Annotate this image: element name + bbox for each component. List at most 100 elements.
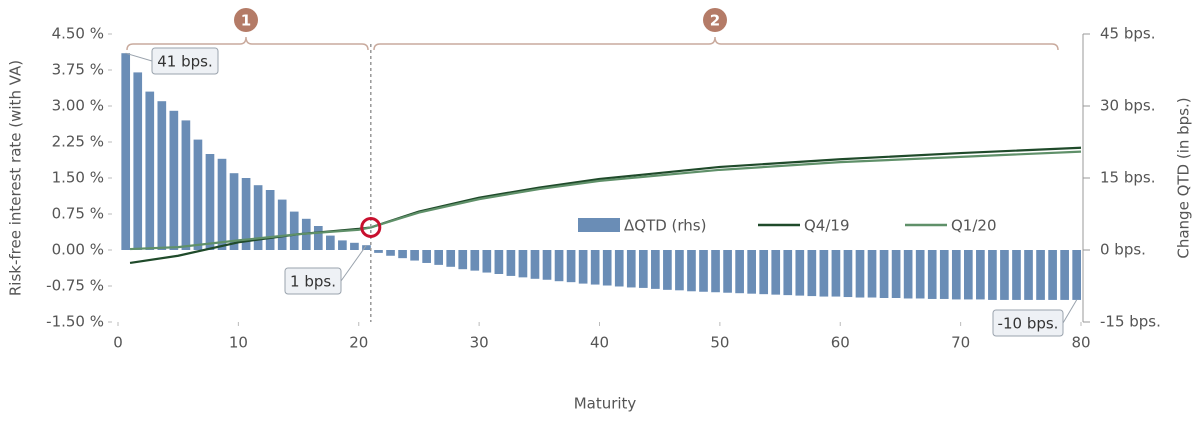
y-tick-label: 1.50 % [52,169,104,187]
x-tick-label: 20 [349,334,368,352]
bar [1036,250,1045,300]
bar [903,250,913,299]
bar [470,250,480,271]
legend-label: Q4/19 [804,217,850,235]
y-tick-label: 0.75 % [52,205,104,223]
bar [699,250,708,292]
bar [181,120,191,251]
line [129,150,1082,251]
bar [771,250,781,295]
region-badge [703,8,727,32]
bar [446,250,456,267]
callout-label: 41 bps. [157,53,212,71]
bar [157,101,167,250]
bar [434,250,444,265]
bar [121,53,131,251]
bar [783,250,793,296]
x-tick-label: 30 [470,334,489,352]
bar [1012,250,1021,300]
bar [265,190,275,250]
bar [1060,250,1069,300]
bar [518,250,528,278]
bar [602,250,612,286]
y2-axis-title: Change QTD (in bps.) [1175,97,1193,258]
callout-leader [125,52,153,62]
callout-box [284,267,342,295]
x-tick-label: 0 [113,334,123,352]
bar [663,250,672,290]
bar [133,72,143,251]
y2-tick-label: 30 bps. [1100,97,1155,115]
bar [205,154,215,250]
bar [795,250,805,296]
bar [229,173,239,250]
callout-box [151,47,219,75]
x-tick-label: 40 [590,334,609,352]
bar [398,250,407,259]
y-tick-label: 2.25 % [52,133,104,151]
bar [747,250,756,294]
bar [807,250,817,297]
bar [963,250,973,300]
bar [482,250,492,273]
crossing-marker [360,216,382,238]
bar [927,250,937,299]
bar [494,250,504,274]
bar [422,250,431,263]
y2-tick-label: 45 bps. [1100,25,1155,43]
y-tick-label: -1.50 % [46,313,104,331]
legend-label: Q1/20 [951,217,997,235]
bar [326,235,335,250]
y-axis-title: Risk-free interest rate (with VA) [7,60,25,296]
bar [675,250,684,291]
bar [289,211,299,250]
legend-swatch [578,218,620,232]
callout-label: -10 bps. [998,315,1059,333]
bar [819,250,829,297]
callout-box [992,309,1064,337]
bar [687,250,696,292]
bar [951,250,961,300]
callout-leader [340,244,367,282]
bar [374,250,383,253]
x-axis-title: Maturity [574,395,637,413]
bar [988,250,997,300]
y-tick-label: 3.00 % [52,97,104,115]
callout-label: 1 bps. [290,273,336,291]
bar [313,226,323,250]
bar [506,250,516,276]
bar [614,250,624,287]
y2-tick-label: 0 bps. [1100,241,1146,259]
bar [350,242,359,250]
x-tick-label: 60 [831,334,850,352]
bar [542,250,552,280]
bar [217,158,227,250]
bar [976,250,985,300]
bar [578,250,588,284]
bar [626,250,636,288]
bar [145,91,155,250]
bar [277,199,287,250]
bar [590,250,600,285]
bar [530,250,540,279]
region-brace [373,36,1059,51]
bar [831,250,841,297]
y-tick-label: 4.50 % [52,25,104,43]
bar [867,250,877,298]
bar [362,245,371,250]
bar [843,250,853,298]
bar [939,250,949,299]
bar [410,250,419,261]
bar [879,250,889,298]
bar [253,185,263,250]
x-tick-label: 10 [229,334,248,352]
bar [855,250,865,298]
bar [386,250,395,256]
bar [1000,250,1009,300]
bar [1048,250,1057,300]
region-badge [234,8,258,32]
bar [566,250,576,283]
region-number: 1 [241,12,251,30]
y2-tick-label: 15 bps. [1100,169,1155,187]
